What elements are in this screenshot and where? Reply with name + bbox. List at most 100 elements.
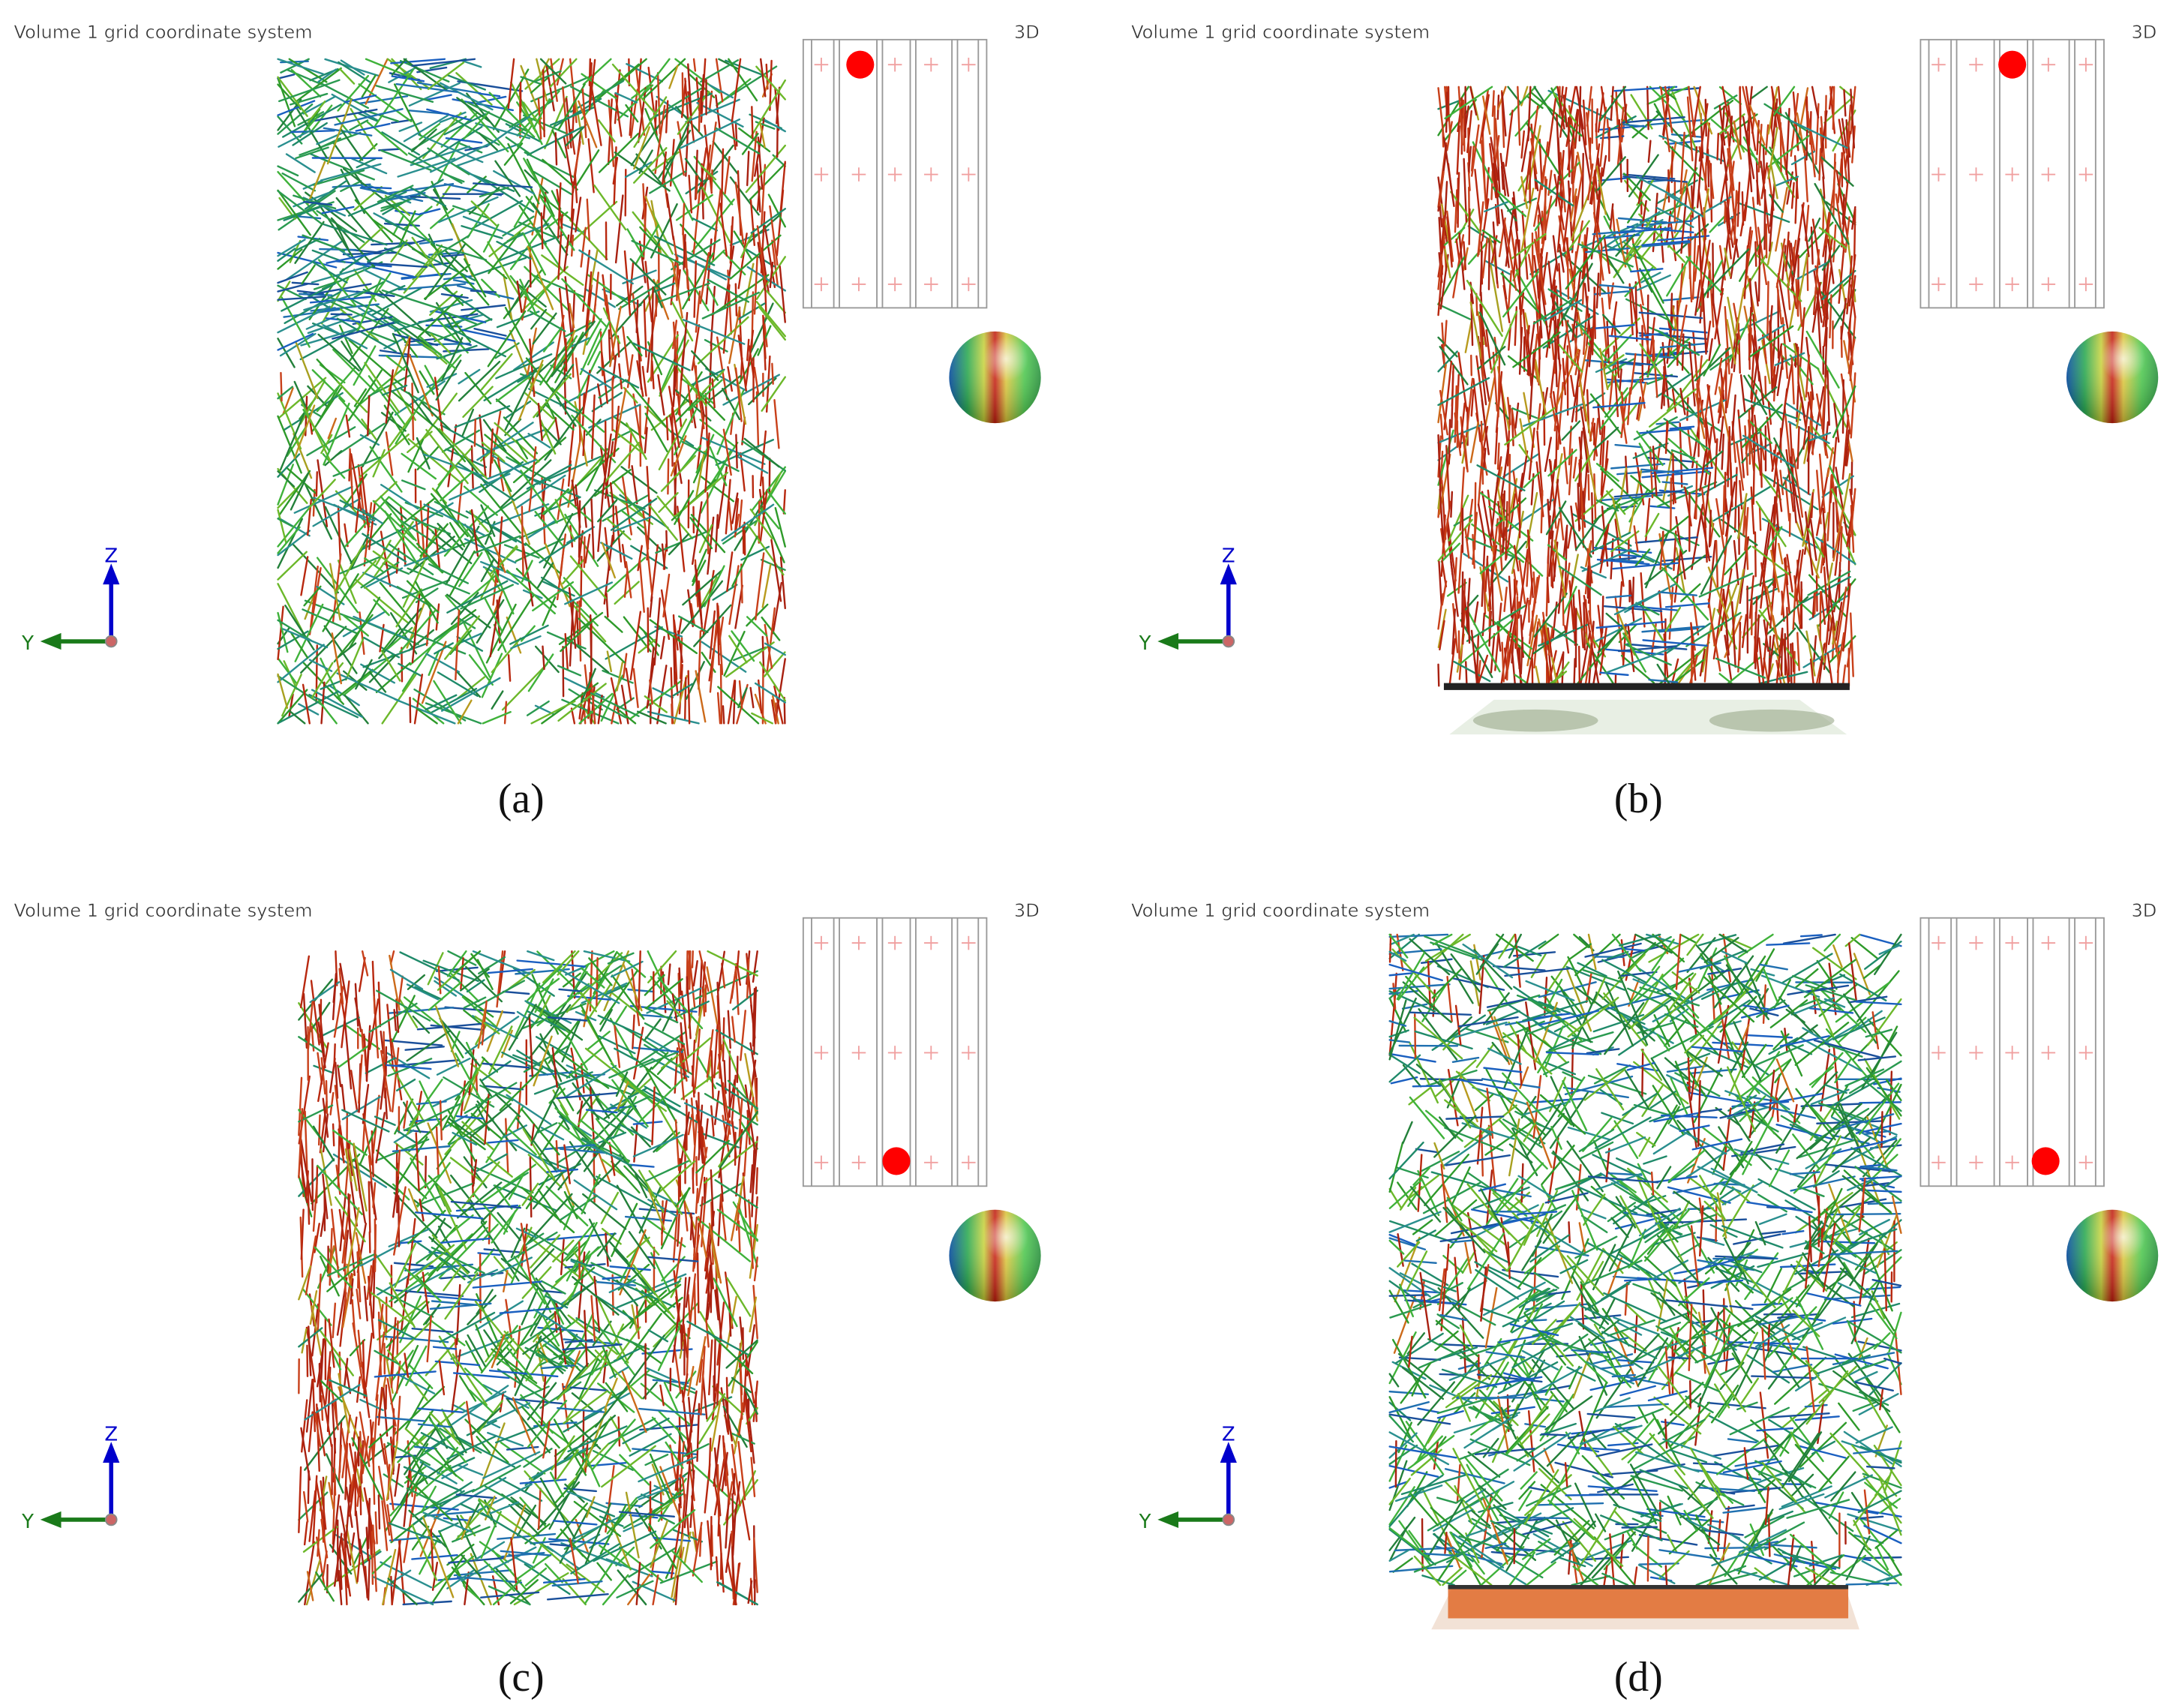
fiber [321,206,355,215]
fiber [1793,343,1806,401]
fiber [482,710,512,725]
fiber [589,984,611,1018]
fiber [734,497,740,534]
fiber [393,1129,415,1143]
fiber [717,686,760,725]
fiber [667,963,671,986]
fiber [544,403,575,431]
fiber [672,320,678,350]
fiber [626,422,647,460]
fiber [1803,148,1808,203]
fiber [722,284,731,354]
fiber [1589,418,1595,442]
fiber [435,427,467,463]
fiber [692,959,698,987]
fiber [1822,176,1826,200]
fiber [557,83,586,131]
fiber [415,1091,423,1125]
fiber [459,143,483,154]
fiber [1694,245,1700,282]
fiber [742,524,745,554]
fiber [578,391,581,443]
fiber [330,217,376,269]
fiber [441,429,481,453]
fiber [698,576,718,611]
fiber [1511,408,1517,438]
fiber [557,182,562,239]
fiber [458,520,475,542]
fiber [638,58,671,99]
fiber [771,239,779,287]
fiber [502,215,535,237]
panel-caption: (b) [1614,776,1663,822]
fiber [339,253,368,274]
fiber [1818,453,1826,514]
fiber [589,697,627,719]
fiber [1647,140,1652,164]
fiber [763,651,786,677]
fiber [371,242,417,246]
fiber [593,184,627,231]
fiber [710,1262,713,1313]
fiber [712,140,739,176]
fiber [332,1123,335,1147]
fiber [476,422,534,461]
fiber [649,679,653,705]
fiber [1738,386,1778,419]
fiber [725,641,775,678]
fiber [554,416,560,442]
fiber [1520,636,1523,675]
fiber [1814,590,1817,615]
fiber [361,74,377,98]
fiber [614,152,671,192]
fiber [631,465,638,505]
fiber [277,281,291,302]
fiber [494,546,506,573]
fiber [497,1532,557,1540]
fiber [722,428,732,476]
fiber [1738,233,1766,282]
fiber [749,199,756,247]
fiber [552,314,565,374]
fiber [549,1543,572,1547]
fiber [1766,242,1773,266]
fiber [665,100,669,134]
fiber [419,208,441,215]
fiber [782,489,786,515]
fiber [419,239,453,245]
fiber [1815,467,1830,536]
fiber [558,611,604,645]
fiber [693,604,732,647]
fiber [1838,119,1846,154]
fiber [1620,654,1655,684]
fiber [652,1574,659,1606]
fiber [731,630,755,662]
panel-caption: (a) [498,776,545,822]
fiber [1437,87,1445,143]
fiber [605,593,609,618]
fiber [652,282,676,293]
fiber [419,370,435,395]
fiber [489,428,494,479]
fiber [580,668,596,704]
fiber [537,403,543,441]
fiber [430,1528,434,1572]
fiber [596,1562,613,1581]
fiber [1724,635,1733,680]
fiber [671,262,683,319]
fiber [1789,456,1797,524]
fiber [614,581,640,605]
fiber [692,218,719,232]
fiber [1844,216,1850,254]
fiber [1618,623,1637,644]
fiber [384,510,417,563]
fiber [1784,476,1790,522]
fiber [1799,307,1805,375]
fiber [1811,86,1820,119]
fiber [708,1437,712,1480]
fiber [277,283,309,293]
fiber [1520,292,1525,315]
fiber [494,434,530,465]
fiber [539,532,586,564]
fiber [623,571,629,598]
